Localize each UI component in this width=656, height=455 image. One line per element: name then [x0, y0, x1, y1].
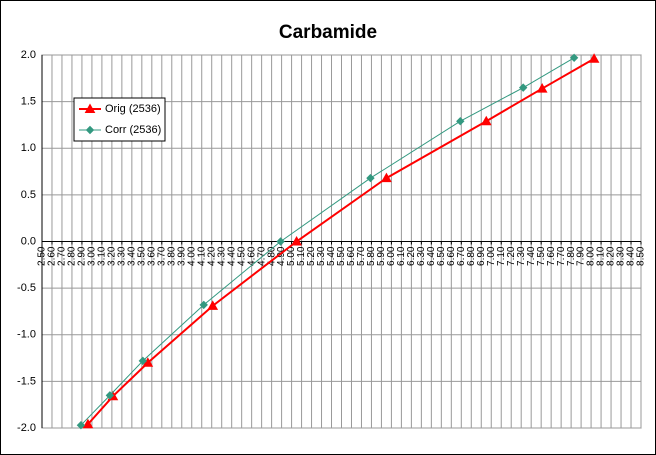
x-tick-label: 6.20	[406, 246, 417, 266]
marker	[84, 103, 96, 113]
x-tick-label: 6.70	[456, 246, 467, 266]
marker	[105, 391, 115, 400]
x-tick-label: 3.80	[166, 246, 177, 266]
y-tick-label: -1.0	[17, 329, 36, 341]
x-tick-label: 2.80	[67, 246, 78, 266]
marker	[518, 83, 528, 92]
x-tick-label: 6.10	[396, 246, 407, 266]
marker	[456, 117, 465, 126]
x-tick-label: 4.30	[216, 246, 227, 266]
x-tick-label: 6.80	[466, 246, 477, 266]
x-tick-label: 8.40	[626, 246, 637, 266]
marker	[536, 83, 548, 93]
x-tick-label: 6.00	[386, 246, 397, 266]
x-tick-label: 7.20	[506, 246, 517, 266]
x-tick-label: 6.90	[476, 246, 487, 266]
y-tick-label: -1.5	[17, 375, 36, 387]
marker	[381, 172, 392, 183]
x-tick-label: 6.60	[446, 246, 457, 266]
x-tick-label: 5.00	[286, 246, 297, 266]
marker	[366, 173, 375, 183]
x-tick-label: 3.40	[126, 246, 137, 266]
x-tick-label: 3.00	[87, 246, 98, 266]
x-tick-label: 8.30	[616, 246, 627, 266]
x-tick-label: 2.70	[57, 246, 68, 266]
x-tick-label: 3.50	[136, 246, 147, 266]
x-tick-label: 8.00	[586, 246, 597, 266]
x-tick-label: 4.10	[196, 246, 207, 266]
y-tick-label: 1.0	[21, 142, 36, 154]
y-tick-label: -2.0	[17, 422, 36, 434]
x-tick-label: 5.10	[296, 246, 307, 266]
x-tick-label: 5.50	[336, 246, 347, 266]
x-tick-label: 3.30	[117, 246, 128, 266]
x-tick-label: 5.90	[376, 246, 387, 266]
x-tick-label: 3.90	[176, 246, 187, 266]
marker	[480, 115, 492, 126]
legend-label: Corr (2536)	[105, 124, 161, 136]
x-tick-label: 6.50	[436, 246, 447, 266]
x-tick-label: 7.80	[566, 246, 577, 266]
x-tick-label: 4.20	[206, 246, 217, 266]
x-tick-label: 7.70	[556, 246, 567, 266]
marker	[199, 300, 208, 310]
marker	[569, 53, 579, 63]
x-tick-label: 7.30	[516, 246, 527, 266]
x-tick-label: 7.00	[486, 246, 497, 266]
x-tick-label: 7.50	[536, 246, 547, 266]
x-tick-label: 5.80	[366, 246, 377, 266]
x-tick-label: 6.40	[426, 246, 437, 266]
x-tick-label: 2.90	[77, 246, 88, 266]
marker	[85, 125, 95, 135]
x-tick-label: 4.40	[226, 246, 237, 266]
x-tick-label: 4.70	[256, 246, 267, 266]
marker	[291, 235, 302, 246]
marker	[76, 420, 86, 430]
marker	[276, 237, 285, 246]
marker	[588, 53, 600, 63]
y-tick-label: -0.5	[17, 282, 36, 294]
marker	[82, 418, 94, 429]
x-tick-label: 8.50	[636, 246, 647, 266]
x-tick-label: 7.60	[546, 246, 557, 266]
y-tick-label: 0.0	[21, 235, 36, 247]
x-tick-label: 2.50	[37, 246, 48, 266]
x-tick-label: 5.30	[316, 246, 327, 266]
marker	[138, 356, 148, 366]
x-tick-label: 3.70	[156, 246, 167, 266]
x-tick-label: 7.90	[576, 246, 587, 266]
x-tick-label: 2.60	[47, 246, 58, 266]
x-tick-label: 3.20	[107, 246, 118, 266]
x-tick-label: 3.10	[97, 246, 108, 266]
x-tick-label: 3.60	[146, 246, 157, 266]
y-tick-label: 1.5	[21, 96, 36, 108]
x-tick-label: 8.10	[596, 246, 607, 266]
y-tick-label: 2.0	[21, 49, 36, 61]
x-tick-label: 5.40	[326, 246, 337, 266]
x-tick-label: 5.60	[346, 246, 357, 266]
legend-label: Orig (2536)	[105, 103, 161, 115]
x-tick-label: 4.80	[266, 246, 277, 266]
x-tick-label: 4.90	[276, 246, 287, 266]
marker	[207, 300, 219, 310]
x-tick-label: 4.00	[186, 246, 197, 266]
x-tick-label: 6.30	[416, 246, 427, 266]
x-tick-label: 4.60	[246, 246, 257, 266]
chart-title: Carbamide	[279, 22, 377, 43]
x-tick-label: 7.10	[496, 246, 507, 266]
y-tick-label: 0.5	[21, 189, 36, 201]
x-tick-label: 4.50	[236, 246, 247, 266]
x-tick-label: 5.20	[306, 246, 317, 266]
x-tick-label: 8.20	[606, 246, 617, 266]
x-tick-label: 7.40	[526, 246, 537, 266]
x-tick-label: 5.70	[356, 246, 367, 266]
